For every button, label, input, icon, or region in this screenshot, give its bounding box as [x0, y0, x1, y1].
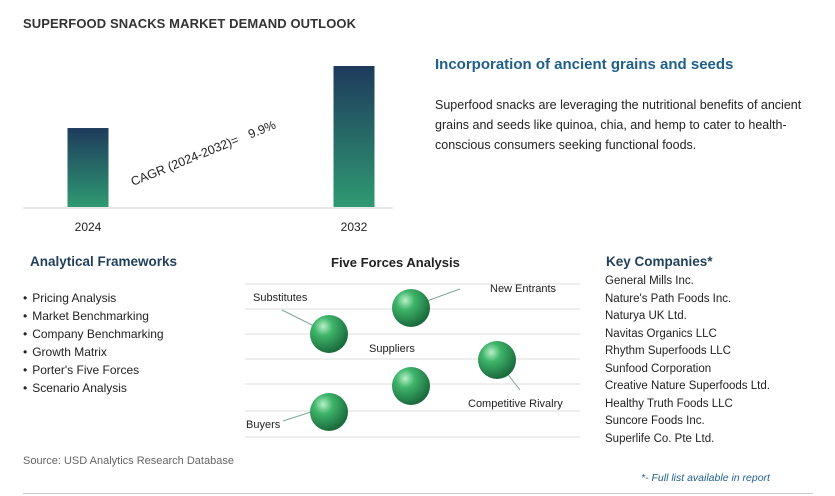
- framework-item: Pricing Analysis: [23, 289, 164, 307]
- company-item: Creative Nature Superfoods Ltd.: [605, 380, 770, 392]
- force-ball-substitutes: [310, 315, 348, 353]
- cagr-label: CAGR (2024-2032)=: [129, 133, 241, 189]
- framework-item: Market Benchmarking: [23, 307, 164, 325]
- bar-chart: 2024 2032 CAGR (2024-2032)= 9.9%: [23, 66, 393, 234]
- full-list-note: *- Full list available in report: [641, 472, 770, 484]
- five-forces-title: Five Forces Analysis: [331, 255, 460, 270]
- x-tick-label: 2024: [75, 220, 102, 234]
- frameworks-list: Pricing Analysis Market Benchmarking Com…: [23, 289, 164, 397]
- framework-item: Company Benchmarking: [23, 325, 163, 343]
- bar-2032: [333, 66, 375, 207]
- bottom-divider: [23, 493, 813, 494]
- highlight-description: Superfood snacks are leveraging the nutr…: [435, 98, 802, 152]
- companies-title: Key Companies*: [606, 254, 713, 269]
- page-title: SUPERFOOD SNACKS MARKET DEMAND OUTLOOK: [23, 16, 357, 31]
- label-buyers: Buyers: [246, 419, 281, 431]
- force-ball-buyers: [310, 393, 348, 431]
- company-item: Healthy Truth Foods LLC: [605, 397, 733, 410]
- company-item: Rhythm Superfoods LLC: [605, 345, 731, 357]
- frameworks-title: Analytical Frameworks: [30, 254, 178, 269]
- label-suppliers: Suppliers: [369, 343, 415, 355]
- highlight-heading: Incorporation of ancient grains and seed…: [435, 56, 734, 73]
- bar-2024: [67, 128, 109, 207]
- cagr-annotation: CAGR (2024-2032)= 9.9%: [129, 118, 278, 189]
- companies-list: General Mills Inc. Nature's Path Foods I…: [605, 273, 770, 448]
- label-substitutes: Substitutes: [253, 292, 308, 304]
- framework-item: Scenario Analysis: [23, 379, 164, 397]
- company-item: General Mills Inc.: [605, 275, 694, 287]
- force-ball-competitive-rivalry: [478, 341, 516, 379]
- label-competitive-rivalry: Competitive Rivalry: [468, 398, 563, 410]
- company-item: Sunfood Corporation: [605, 362, 712, 375]
- company-item: Navitas Organics LLC: [605, 327, 717, 340]
- framework-item: Growth Matrix: [23, 343, 164, 361]
- framework-item: Porter's Five Forces: [23, 361, 164, 379]
- source-note: Source: USD Analytics Research Database: [23, 455, 234, 467]
- force-ball-new-entrants: [392, 289, 430, 327]
- company-item: Suncore Foods Inc.: [605, 415, 705, 427]
- force-ball-suppliers: [392, 367, 430, 405]
- cagr-value: 9.9%: [246, 118, 278, 142]
- five-forces-diagram: Substitutes New Entrants Suppliers Compe…: [245, 283, 580, 438]
- company-item: Nature's Path Foods Inc.: [605, 292, 732, 305]
- x-tick-label: 2032: [341, 220, 368, 234]
- company-item: Superlife Co. Pte Ltd.: [605, 432, 715, 445]
- company-item: Naturya UK Ltd.: [605, 310, 687, 322]
- label-new-entrants: New Entrants: [490, 283, 557, 295]
